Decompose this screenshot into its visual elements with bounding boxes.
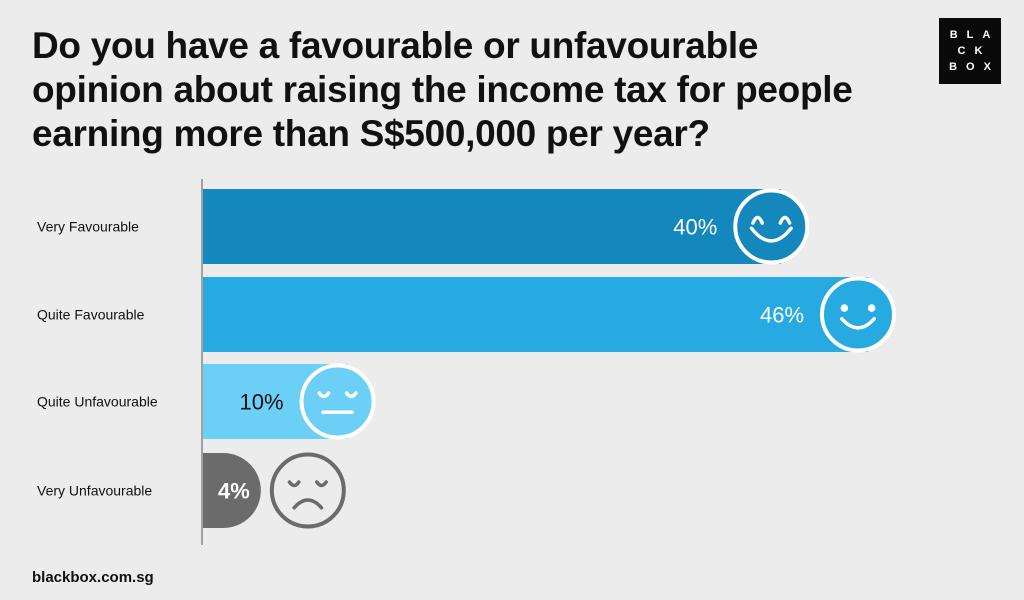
logo-line-1: BLA	[949, 29, 1000, 41]
category-label: Quite Favourable	[37, 307, 145, 323]
grinning-face-icon-outline	[733, 188, 810, 265]
category-label: Very Unfavourable	[37, 483, 152, 499]
value-label: 46%	[760, 303, 804, 328]
mouth	[292, 498, 324, 510]
category-label: Very Favourable	[37, 219, 139, 235]
left-eye	[840, 304, 849, 312]
left-eye	[317, 391, 331, 399]
category-label: Quite Unfavourable	[37, 394, 158, 410]
bar-row-0: Very Favourable 40%	[37, 188, 810, 265]
logo-line-3: BOX	[949, 61, 1000, 73]
bar	[203, 453, 261, 528]
smiling-face-icon	[820, 276, 896, 353]
neutral-face-icon-outline	[299, 363, 376, 440]
right-eye	[344, 391, 358, 399]
bars-group: Very Favourable 40%Quite Favourable 46%Qui…	[37, 188, 896, 529]
value-label: 4%	[218, 479, 250, 504]
bar-row-2: Quite Unfavourable 10%	[37, 363, 376, 440]
mouth	[749, 226, 793, 243]
logo-line-2: CK	[957, 45, 992, 57]
right-eye	[315, 480, 328, 488]
mouth	[840, 317, 876, 330]
right-eye	[867, 304, 876, 312]
bar-row-1: Quite Favourable 46%	[37, 276, 896, 353]
bar-row-3: Very Unfavourable 4%	[37, 452, 346, 529]
blackbox-logo: BLA CK BOX	[939, 18, 1001, 84]
value-label: 40%	[673, 215, 717, 240]
sad-face-icon	[269, 452, 346, 529]
value-label: 10%	[240, 390, 284, 415]
chart-title: Do you have a favourable or unfavourable…	[32, 25, 853, 154]
bar	[203, 189, 782, 264]
sad-face-icon-outline	[269, 452, 346, 529]
smiling-face-icon-outline	[820, 276, 896, 353]
source-link[interactable]: blackbox.com.sg	[32, 569, 154, 586]
left-eye	[287, 480, 301, 488]
right-eye	[778, 215, 792, 225]
neutral-face-icon	[299, 363, 376, 440]
bar	[203, 277, 868, 352]
grinning-face-icon	[733, 188, 810, 265]
left-eye	[751, 215, 765, 225]
